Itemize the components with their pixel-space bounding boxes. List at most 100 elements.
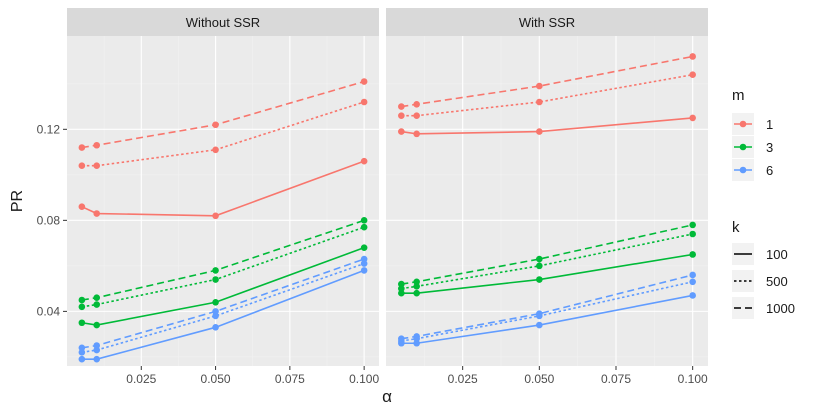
series-line-m1-k500 (81, 101, 365, 167)
data-point-m1-k500 (360, 98, 368, 106)
y-tick-label: 0.04 (37, 304, 61, 318)
data-point-m1-k1000 (689, 53, 696, 60)
series-line-m6-k500 (81, 262, 365, 354)
data-point-m1-k100 (398, 128, 405, 135)
series-line-m1-k1000 (81, 80, 365, 149)
x-axis-without-ssr: 0.025 0.050 0.075 0.100 (126, 366, 379, 386)
legend-key-point (739, 143, 747, 151)
panel-with-ssr: With SSR (386, 8, 708, 366)
series-line-m1-k100 (81, 160, 365, 217)
y-tick-label: 0.08 (37, 213, 61, 227)
data-point-m1-k1000 (536, 82, 543, 90)
data-point-m1-k1000 (212, 121, 219, 129)
legend-key-point (739, 120, 747, 128)
data-point-m1-k1000 (93, 141, 101, 149)
data-point-m1-k500 (413, 112, 420, 119)
data-point-m1-k100 (360, 157, 368, 165)
panel-without-ssr: Without SSR (67, 8, 379, 366)
data-point-m3-k500 (398, 285, 405, 292)
legend-m-title: m (732, 87, 745, 104)
data-point-m6-k500 (689, 278, 696, 286)
data-point-m1-k100 (689, 114, 696, 122)
data-point-m6-k100 (689, 292, 696, 299)
panel-title: Without SSR (186, 15, 260, 30)
series-points (398, 53, 696, 347)
data-point-m3-k100 (360, 244, 368, 251)
gridlines (67, 36, 379, 366)
series-line-m3-k100 (81, 246, 365, 326)
data-point-m6-k1000 (689, 271, 696, 279)
series-lines (401, 55, 693, 345)
data-point-m3-k100 (398, 289, 405, 297)
data-point-m6-k100 (536, 321, 543, 329)
data-point-m3-k1000 (398, 280, 405, 288)
data-point-m6-k1000 (398, 335, 405, 342)
data-point-m1-k100 (536, 128, 543, 135)
data-point-m3-k1000 (212, 267, 219, 274)
legend-m-label: 3 (766, 140, 773, 155)
data-point-m6-k1000 (536, 310, 543, 317)
x-tick-label: 0.075 (275, 372, 305, 386)
x-tick-label: 0.100 (678, 372, 708, 386)
data-point-m3-k100 (212, 298, 219, 306)
data-point-m1-k500 (78, 162, 86, 170)
legend-k-label: 100 (766, 247, 788, 262)
panel-title: With SSR (519, 15, 575, 30)
data-point-m6-k500 (78, 349, 86, 356)
x-axis-title: α (382, 387, 392, 406)
series-line-m1-k100 (401, 117, 693, 135)
plot-background (386, 36, 708, 366)
data-point-m1-k500 (398, 112, 405, 119)
data-point-m1-k100 (413, 130, 420, 138)
legend-key-point (739, 166, 747, 174)
data-point-m6-k1000 (93, 342, 101, 349)
x-tick-label: 0.100 (349, 372, 379, 386)
data-point-m1-k500 (93, 162, 101, 170)
data-point-m6-k1000 (212, 308, 219, 315)
data-point-m3-k1000 (689, 221, 696, 229)
data-point-m3-k500 (78, 303, 86, 311)
x-tick-label: 0.050 (524, 372, 554, 386)
legend-key-bg (732, 270, 754, 292)
data-point-m3-k500 (413, 283, 420, 290)
data-point-m1-k500 (212, 146, 219, 154)
data-point-m1-k500 (689, 71, 696, 78)
data-point-m1-k1000 (398, 103, 405, 110)
data-point-m3-k500 (93, 301, 101, 308)
series-line-m3-k100 (401, 253, 693, 294)
series-line-m1-k1000 (401, 55, 693, 108)
strip-background (67, 8, 379, 36)
x-tick-label: 0.025 (126, 372, 156, 386)
data-point-m1-k100 (212, 212, 219, 220)
x-tick-label: 0.075 (601, 372, 631, 386)
data-point-m3-k500 (689, 230, 696, 238)
strip-background (386, 8, 708, 36)
plot-background (67, 36, 379, 366)
data-point-m3-k100 (78, 319, 86, 327)
data-point-m3-k1000 (78, 296, 86, 304)
data-point-m6-k1000 (413, 333, 420, 340)
series-line-m6-k100 (401, 294, 693, 345)
series-line-m6-k100 (81, 269, 365, 360)
data-point-m3-k1000 (360, 217, 368, 224)
data-point-m3-k500 (212, 276, 219, 283)
data-point-m3-k1000 (93, 294, 101, 302)
data-point-m6-k1000 (78, 344, 86, 352)
data-point-m3-k100 (413, 289, 420, 297)
data-point-m1-k1000 (413, 100, 420, 108)
x-tick-label: 0.025 (448, 372, 478, 386)
data-point-m3-k100 (689, 251, 696, 258)
data-point-m6-k500 (360, 260, 368, 267)
legend-k-label: 1000 (766, 301, 795, 316)
y-axis-title: PR (9, 190, 26, 212)
series-line-m3-k500 (81, 226, 365, 308)
data-point-m6-k100 (413, 339, 420, 347)
data-point-m1-k1000 (360, 78, 368, 85)
x-axis-with-ssr: 0.025 0.050 0.075 0.100 (448, 366, 708, 386)
data-point-m1-k500 (536, 98, 543, 106)
data-point-m3-k500 (536, 262, 543, 270)
data-point-m3-k1000 (413, 278, 420, 286)
y-axis: 0.04 0.08 0.12 (37, 122, 67, 318)
legend-k-title: k (732, 219, 740, 236)
data-point-m3-k1000 (536, 255, 543, 263)
